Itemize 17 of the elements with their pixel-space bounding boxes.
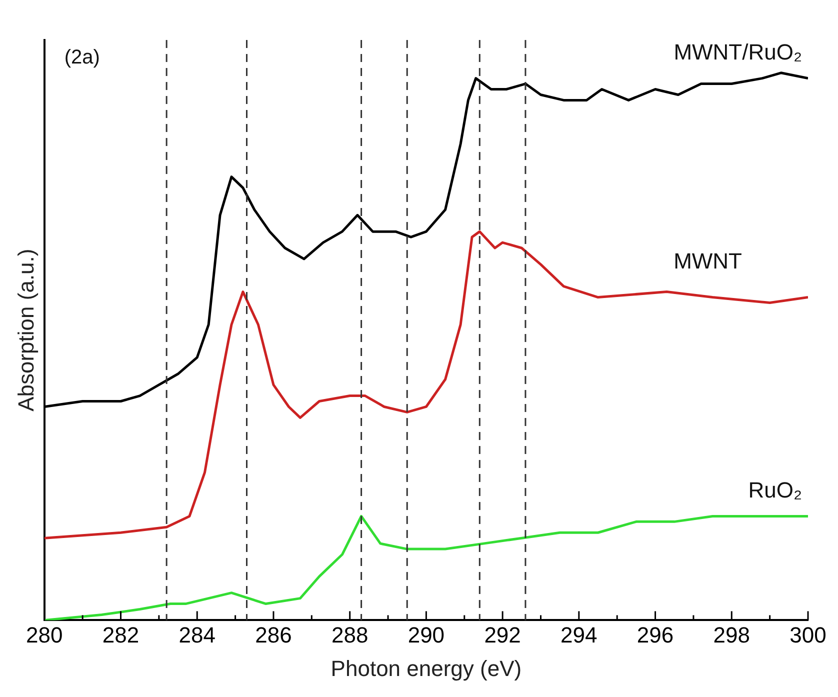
x-tick-label: 290 [408, 622, 445, 648]
x-tick-label: 284 [178, 622, 216, 648]
x-tick-label: 280 [26, 622, 63, 648]
x-tick-label: 282 [102, 622, 140, 648]
x-tick-label: 294 [560, 622, 598, 648]
x-tick-label: 296 [636, 622, 674, 648]
x-tick-label: 292 [484, 622, 521, 648]
series-label: MWNT [674, 248, 742, 274]
x-tick-label: 300 [790, 622, 826, 648]
series-label: MWNT/RuO₂ [674, 39, 802, 64]
x-tick-label: 286 [255, 622, 292, 648]
series-label: RuO₂ [748, 477, 802, 502]
text: (2a) [64, 46, 100, 69]
x-axis-title: Photon energy (eV) [330, 656, 522, 681]
y-axis-title: Absorption (a.u.) [13, 248, 38, 412]
x-tick-label: 298 [713, 622, 750, 648]
x-tick-label: 288 [331, 622, 368, 648]
